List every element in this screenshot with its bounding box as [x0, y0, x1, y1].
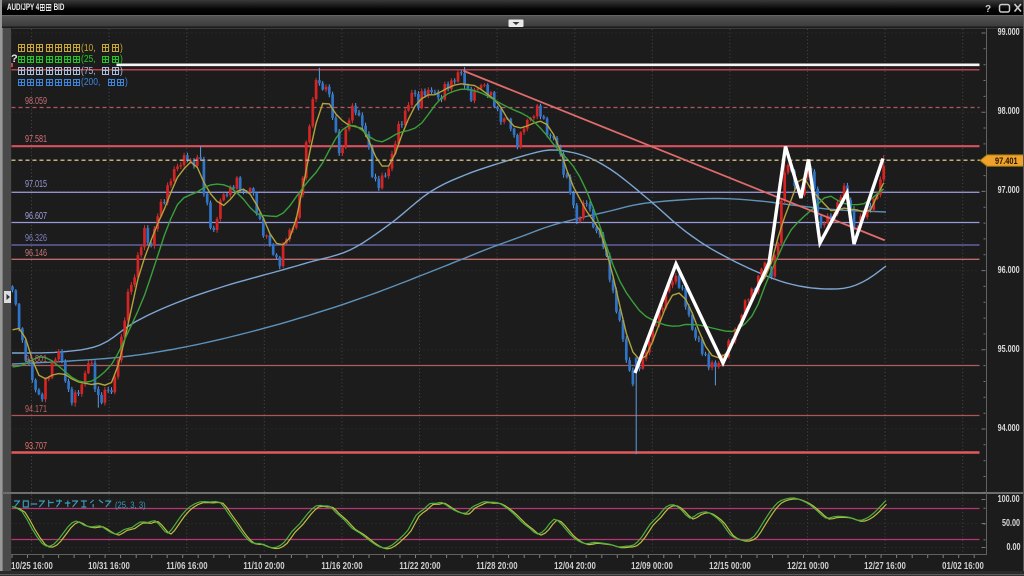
svg-text:?: ?: [11, 53, 18, 65]
svg-text:?: ?: [985, 4, 991, 15]
